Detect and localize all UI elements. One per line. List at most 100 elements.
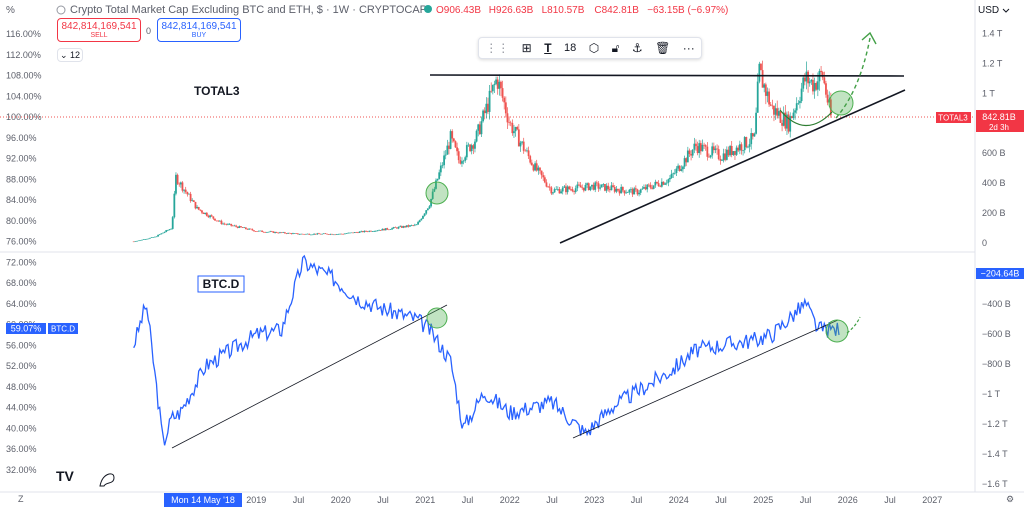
timezone-z[interactable]: Z bbox=[18, 494, 24, 504]
left-axis[interactable]: 116.00% 112.00% 108.00% 104.00% 100.00% 96.00… bbox=[6, 29, 42, 475]
candle-body bbox=[628, 189, 631, 193]
time-axis-tick: 2027 bbox=[922, 495, 942, 505]
left-axis-tick: 104.00% bbox=[6, 91, 42, 101]
candle-body bbox=[526, 150, 528, 152]
btcd-price-label bbox=[6, 323, 46, 334]
candle-body bbox=[314, 233, 317, 235]
drag-handle-icon[interactable]: ⋮⋮ bbox=[485, 41, 510, 55]
candle-body bbox=[747, 146, 749, 148]
candle-body bbox=[426, 208, 429, 211]
right-axis-tick: −1.4 T bbox=[982, 449, 1008, 459]
candle-body bbox=[391, 228, 393, 230]
candle-body bbox=[595, 182, 598, 184]
btcd-line-series[interactable] bbox=[133, 254, 840, 446]
highlight-circle[interactable] bbox=[425, 181, 449, 205]
candle-body bbox=[665, 182, 668, 184]
highlight-circle[interactable] bbox=[828, 90, 854, 116]
candle-body bbox=[488, 90, 491, 112]
candle-body bbox=[766, 91, 769, 96]
candle-body bbox=[701, 144, 704, 152]
candle-body bbox=[248, 228, 250, 230]
btcd-line[interactable] bbox=[133, 254, 840, 446]
text-color-icon[interactable]: T bbox=[544, 41, 552, 55]
candle-body bbox=[244, 227, 247, 229]
candle-body bbox=[246, 228, 249, 230]
more-icon[interactable]: ··· bbox=[682, 41, 695, 55]
candle-body bbox=[225, 224, 228, 225]
candle-body bbox=[706, 146, 709, 157]
candle-body bbox=[249, 228, 252, 230]
candle-body bbox=[589, 186, 592, 191]
settings-icon[interactable]: ⬡ bbox=[588, 41, 600, 55]
symbol-title[interactable]: Crypto Total Market Cap Excluding BTC an… bbox=[70, 4, 427, 16]
candle-body bbox=[370, 230, 372, 232]
lock-icon[interactable]: 🔓︎ bbox=[611, 40, 620, 55]
candle-body bbox=[282, 232, 285, 233]
candle-body bbox=[334, 234, 337, 236]
candle-body bbox=[355, 232, 358, 233]
candle-body bbox=[438, 172, 441, 179]
highlight-circle[interactable] bbox=[426, 307, 448, 329]
candle-body bbox=[152, 237, 155, 238]
candle-body bbox=[456, 147, 458, 152]
candle-body bbox=[725, 149, 728, 160]
candle-body bbox=[586, 183, 588, 185]
candle-body bbox=[781, 122, 783, 126]
indicators-collapse-button[interactable]: ⌄ 12 bbox=[57, 48, 83, 62]
candle-body bbox=[626, 192, 629, 193]
candle-body bbox=[485, 103, 488, 114]
candle-body bbox=[266, 232, 268, 233]
percent-toggle[interactable]: % bbox=[6, 5, 15, 16]
drawing-toolbar[interactable]: ⋮⋮ ⊞ T 18 ⬡ 🔓︎ ⚓︎ 🗑︎ ··· bbox=[478, 37, 702, 59]
total3-candles[interactable] bbox=[132, 60, 832, 243]
candle-body bbox=[496, 79, 499, 89]
chevron-down-icon[interactable] bbox=[1002, 8, 1010, 13]
candle-body bbox=[764, 84, 767, 96]
right-axis-tick: 400 B bbox=[982, 178, 1006, 188]
cup-curve[interactable] bbox=[779, 109, 833, 127]
candle-body bbox=[139, 240, 142, 241]
trash-icon[interactable]: 🗑︎ bbox=[655, 41, 671, 55]
candle-body bbox=[716, 148, 718, 150]
candle-body bbox=[608, 189, 611, 191]
candle-body bbox=[800, 88, 803, 102]
candle-body bbox=[604, 184, 606, 191]
spread-value: 0 bbox=[146, 26, 152, 36]
candle-body bbox=[452, 138, 455, 142]
btcd-trendline-1[interactable] bbox=[171, 304, 448, 449]
left-axis-tick: 44.00% bbox=[6, 403, 37, 413]
right-axis-tick: −1.2 T bbox=[982, 419, 1008, 429]
candle-body bbox=[335, 234, 338, 235]
candle-body bbox=[132, 241, 135, 243]
time-axis-tick: Jul bbox=[546, 495, 558, 505]
candle-body bbox=[134, 241, 137, 242]
right-axis-tick: −400 B bbox=[982, 299, 1011, 309]
time-axis-tick: Jul bbox=[631, 495, 643, 505]
support-trendline[interactable] bbox=[559, 89, 906, 244]
candle-body bbox=[530, 162, 533, 166]
sell-button[interactable]: 842,814,169,541 SELL bbox=[57, 18, 141, 42]
time-axis[interactable]: Mon 14 May '18 2019 Jul 2020 Jul 2021 Jul 2022 J… bbox=[164, 493, 942, 507]
candle-body bbox=[371, 231, 374, 232]
currency-selector[interactable]: USD bbox=[978, 5, 999, 16]
candle-body bbox=[309, 234, 312, 236]
projection-arrow[interactable] bbox=[835, 37, 871, 119]
candle-body bbox=[472, 145, 475, 149]
candle-body bbox=[340, 233, 343, 235]
btcd-trendline-2[interactable] bbox=[572, 319, 839, 439]
candle-body bbox=[578, 184, 580, 186]
right-axis-lower[interactable]: −400 B −600 B −800 B −1 T −1.2 T −1.4 T −1.6 T bbox=[982, 299, 1011, 489]
font-size-value[interactable]: 18 bbox=[563, 42, 577, 54]
projection-arrow-small[interactable] bbox=[846, 316, 861, 334]
highlight-circle[interactable] bbox=[825, 319, 849, 343]
settings-gear-icon[interactable]: ⚙ bbox=[1006, 494, 1014, 504]
anchor-icon[interactable]: ⚓︎ bbox=[631, 41, 643, 55]
buy-button[interactable]: 842,814,169,541 BUY bbox=[157, 18, 241, 42]
drawings[interactable] bbox=[171, 31, 906, 449]
dino-icon[interactable] bbox=[99, 473, 115, 487]
ohlc-value: C842.81B bbox=[594, 5, 639, 16]
resistance-line[interactable] bbox=[429, 74, 905, 77]
template-icon[interactable]: ⊞ bbox=[521, 41, 532, 55]
